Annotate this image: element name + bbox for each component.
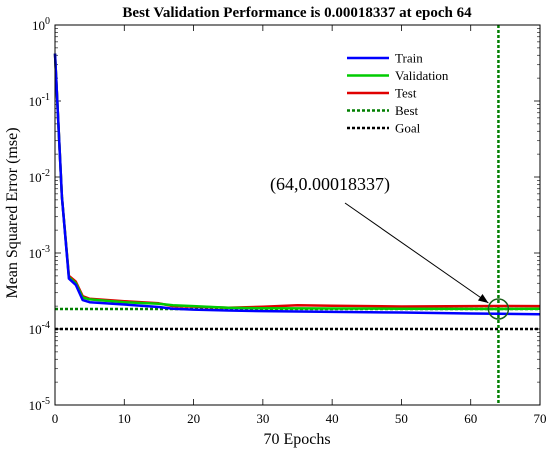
x-axis-label: 70 Epochs (263, 431, 330, 448)
y-tick-label: 10-4 (29, 320, 50, 337)
x-tick-label: 50 (395, 411, 408, 426)
legend-label-goal: Goal (395, 121, 421, 136)
annotation-arrow-line (344, 202, 489, 304)
annotation-arrow-head (477, 293, 489, 303)
legend-label-best: Best (395, 103, 419, 118)
y-tick-label: 10-3 (29, 244, 50, 261)
legend-label-train: Train (395, 51, 423, 66)
plot-area: 100 10-1 10-2 10-3 10-4 10-50 10 20 30 40 50 60 70 (6… (29, 16, 547, 426)
x-tick-label: 10 (118, 411, 131, 426)
best-annotation-text: (64,0.00018337) (270, 174, 390, 195)
y-tick-label: 100 (32, 16, 50, 33)
legend: Train Validation Test Best Goal (347, 51, 449, 136)
y-axis-label: Mean Squared Error (mse) (4, 127, 21, 298)
x-tick-label: 60 (464, 411, 477, 426)
x-tick-label: 30 (256, 411, 269, 426)
plot-background (55, 25, 540, 405)
x-tick-label: 70 (534, 411, 547, 426)
x-tick-label: 20 (187, 411, 200, 426)
plot-frame (54, 24, 541, 406)
y-tick-label: 10-1 (29, 92, 50, 109)
best-marker (487, 298, 510, 320)
y-tick-label: 10-5 (29, 396, 50, 413)
x-tick-label: 40 (326, 411, 339, 426)
x-tick-label: 0 (52, 411, 59, 426)
legend-label-validation: Validation (395, 68, 449, 83)
legend-label-test: Test (395, 86, 417, 101)
chart-title: Best Validation Performance is 0.0001833… (122, 5, 472, 21)
y-tick-label: 10-2 (29, 168, 50, 185)
series-line-train (53, 53, 541, 316)
